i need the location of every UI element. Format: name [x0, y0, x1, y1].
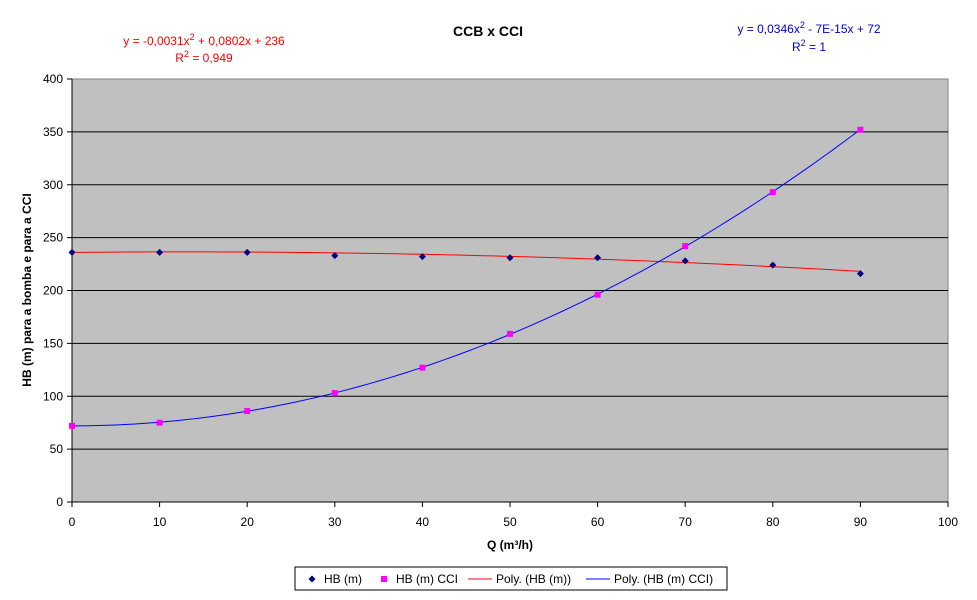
y-tick-label: 400: [43, 72, 63, 86]
legend-label: Poly. (HB (m) CCI): [614, 572, 713, 586]
x-tick-label: 100: [938, 515, 958, 529]
data-point: [681, 257, 689, 265]
data-point: [244, 408, 251, 415]
x-tick-label: 10: [153, 515, 167, 529]
y-tick-label: 50: [50, 442, 64, 456]
trend-equation: y = -0,0031x2 + 0,0802x + 236: [123, 32, 285, 48]
data-point: [331, 390, 338, 397]
axes: 0 50 100 150 200 250 300 350 400 0 10 20 30 40 50 60 70 8…: [43, 72, 958, 529]
y-tick-label: 200: [43, 284, 63, 298]
data-point: [769, 189, 776, 196]
x-tick-label: 20: [241, 515, 255, 529]
y-axis-label: HB (m) para a bomba e para a CCI: [20, 193, 34, 386]
trend-lines: [71, 129, 861, 427]
x-tick-label: 80: [766, 515, 780, 529]
data-point: [68, 248, 76, 256]
legend-label: Poly. (HB (m)): [496, 572, 571, 586]
data-point: [594, 291, 601, 298]
data-point: [156, 248, 164, 256]
r-squared: R2 = 0,949: [175, 49, 233, 65]
legend: HB (m) HB (m) CCI Poly. (HB (m)) Poly. (HB …: [294, 566, 728, 591]
x-tick-label: 50: [503, 515, 517, 529]
data-point: [243, 248, 251, 256]
y-tick-label: 250: [43, 231, 63, 245]
x-tick-label: 60: [591, 515, 605, 529]
data-point: [857, 126, 864, 133]
data-point: [419, 364, 426, 371]
trend-equation: y = 0,0346x2 - 7E-15x + 72: [737, 20, 880, 36]
data-point: [69, 422, 75, 429]
data-point: [507, 330, 513, 337]
data-points: [68, 126, 864, 429]
data-point: [506, 254, 514, 262]
legend-box: [294, 566, 728, 591]
y-tick-label: 150: [43, 336, 63, 350]
y-tick-label: 300: [43, 178, 63, 192]
legend-marker: [308, 575, 316, 583]
data-point: [331, 252, 339, 260]
data-point: [856, 270, 864, 278]
y-tick-label: 350: [43, 125, 63, 139]
trend-line: [71, 251, 861, 272]
x-axis-label: Q (m³/h): [487, 538, 533, 552]
x-tick-label: 90: [854, 515, 868, 529]
y-tick-label: 0: [56, 495, 63, 509]
legend-label: HB (m): [324, 572, 362, 586]
legend-label: HB (m) CCI: [396, 572, 458, 586]
x-tick-label: 70: [679, 515, 693, 529]
chart-title: CCB x CCI: [453, 23, 523, 39]
data-point: [156, 419, 163, 426]
x-tick-label: 40: [416, 515, 430, 529]
data-point: [418, 253, 426, 261]
gridlines: [72, 131, 948, 450]
legend-marker: [381, 576, 387, 582]
x-tick-label: 30: [328, 515, 342, 529]
r-squared: R2 = 1: [792, 38, 826, 54]
y-tick-label: 100: [43, 389, 63, 403]
data-point: [769, 261, 777, 269]
trend-line: [71, 129, 861, 427]
data-point: [682, 243, 689, 250]
data-point: [594, 254, 602, 262]
x-tick-label: 0: [69, 515, 76, 529]
